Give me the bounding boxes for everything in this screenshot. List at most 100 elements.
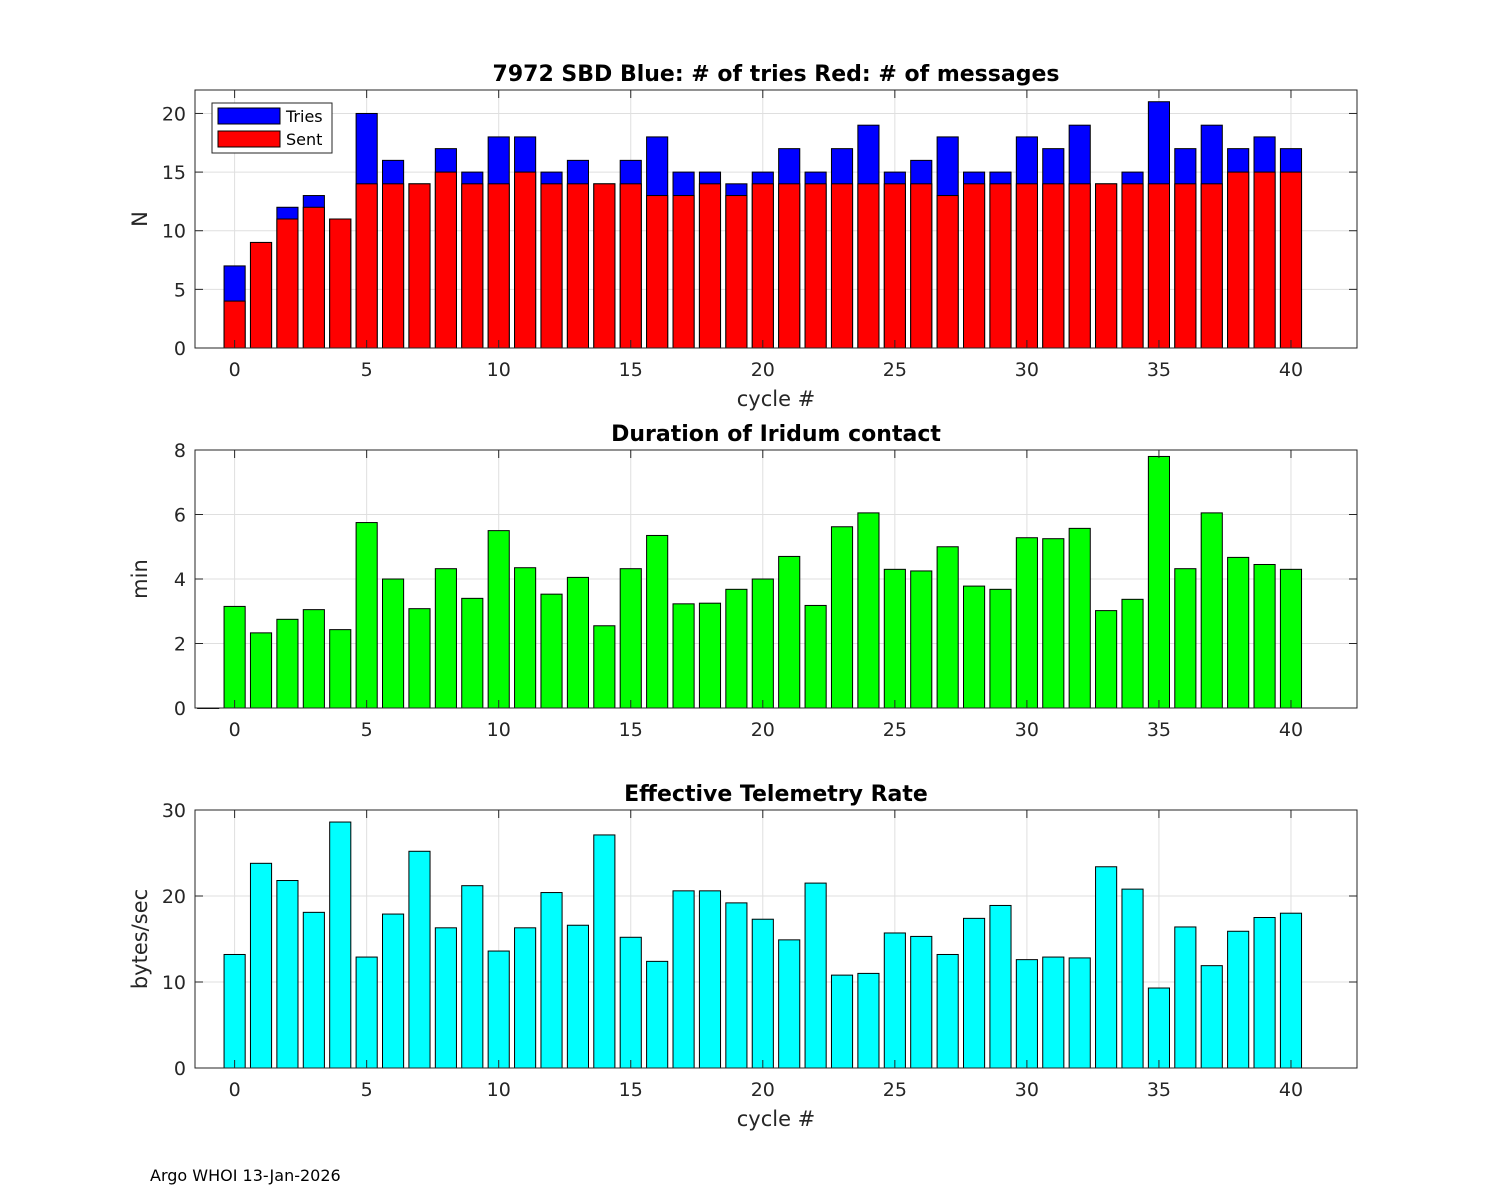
panel3-xtick-label: 40 bbox=[1279, 1079, 1303, 1101]
panel3-bar-rate-0 bbox=[223, 953, 246, 1069]
panel3-bar-rate-12 bbox=[540, 892, 563, 1069]
panel2-title: Duration of Iridum contact bbox=[611, 422, 941, 447]
panel1-bar-sent-19 bbox=[725, 195, 748, 349]
panel3-bar-rate-28 bbox=[963, 917, 986, 1069]
panel1-xlabel: cycle # bbox=[737, 387, 816, 411]
panel1-bar-sent-7 bbox=[408, 183, 431, 349]
panel1-bar-sent-10 bbox=[487, 183, 510, 349]
panel1-bar-sent-40 bbox=[1279, 171, 1303, 349]
panel1-ytick-label: 0 bbox=[174, 338, 186, 360]
panel2-xtick-label: 5 bbox=[361, 719, 373, 741]
panel2-bar-duration-13 bbox=[566, 576, 589, 709]
panel3-xtick-label: 20 bbox=[751, 1079, 775, 1101]
panel2-bar-duration-32 bbox=[1068, 527, 1091, 709]
panel2-bar-duration-1 bbox=[249, 632, 273, 709]
panel1-xtick-label: 25 bbox=[883, 359, 907, 381]
panel1-bar-sent-35 bbox=[1147, 183, 1170, 349]
panel2-ytick-label: 0 bbox=[174, 698, 186, 720]
panel1-bar-sent-28 bbox=[963, 183, 986, 349]
panel3-bar-rate-5 bbox=[355, 956, 378, 1069]
panel3-bar-rate-21 bbox=[778, 939, 801, 1069]
panel2-bar-duration-29 bbox=[989, 588, 1012, 709]
panel3-bar-rate-9 bbox=[461, 885, 484, 1069]
panel2-bar-duration-26 bbox=[910, 570, 933, 709]
panel3-xtick-label: 10 bbox=[487, 1079, 511, 1101]
panel1-bar-sent-1 bbox=[249, 241, 273, 349]
panel3-bar-rate-31 bbox=[1042, 956, 1065, 1069]
panel3-bar-rate-40 bbox=[1279, 912, 1303, 1069]
panel2-bar-duration-34 bbox=[1121, 598, 1144, 709]
panel2-bar-duration-19 bbox=[725, 588, 748, 709]
panel1-bar-sent-37 bbox=[1200, 183, 1223, 349]
panel1-bar-sent-21 bbox=[778, 183, 801, 349]
panel3-bar-rate-7 bbox=[408, 850, 431, 1069]
panel2-ylabel: min bbox=[128, 559, 152, 599]
panel1-bar-sent-11 bbox=[514, 171, 537, 349]
panel3-bar-rate-38 bbox=[1227, 930, 1250, 1069]
panel3-xtick-label: 5 bbox=[361, 1079, 373, 1101]
panel2-bar-duration-36 bbox=[1174, 568, 1197, 709]
panel1-xtick-label: 15 bbox=[619, 359, 643, 381]
panel3-bar-rate-1 bbox=[249, 862, 273, 1069]
panel2-xtick-label: 15 bbox=[619, 719, 643, 741]
panel2-bar-duration-30 bbox=[1015, 537, 1038, 709]
panel3-bar-rate-33 bbox=[1095, 866, 1118, 1069]
panel2-bar-duration-14 bbox=[593, 625, 616, 709]
panel1-bar-sent-8 bbox=[434, 171, 457, 349]
panel2-bar-duration-38 bbox=[1227, 556, 1250, 709]
panel1-bar-sent-9 bbox=[461, 183, 484, 349]
panel3-bar-rate-24 bbox=[857, 972, 880, 1069]
panel2-bar-duration-7 bbox=[408, 608, 431, 709]
panel2-bar-duration-2 bbox=[276, 618, 299, 709]
panel3-title: Effective Telemetry Rate bbox=[624, 782, 928, 807]
panel3-xtick-label: 35 bbox=[1147, 1079, 1171, 1101]
panel1-bar-sent-23 bbox=[830, 183, 854, 349]
panel3-bar-rate-19 bbox=[725, 902, 748, 1069]
panel1-bar-sent-4 bbox=[329, 218, 352, 349]
panel2-bar-duration-15 bbox=[619, 568, 642, 709]
panel3-bar-rate-27 bbox=[936, 953, 959, 1069]
panel3-xtick-label: 25 bbox=[883, 1079, 907, 1101]
panel2-bar-duration-39 bbox=[1253, 563, 1276, 709]
panel1-xtick-label: 20 bbox=[751, 359, 775, 381]
panel3-ytick-label: 20 bbox=[162, 886, 186, 908]
panel3-bar-rate-15 bbox=[619, 936, 642, 1069]
panel2-bar-duration-12 bbox=[540, 593, 563, 709]
panel1-bar-sent-16 bbox=[646, 195, 669, 349]
panel3-ytick-label: 30 bbox=[162, 800, 186, 822]
panel2-bar-duration-31 bbox=[1042, 538, 1065, 709]
panel3-bar-rate-26 bbox=[910, 935, 933, 1069]
panel2-bar-duration-35 bbox=[1147, 455, 1170, 709]
panel2-bar-duration-9 bbox=[461, 597, 484, 709]
panel2-ytick-label: 6 bbox=[174, 505, 186, 527]
panel1-xtick-label: 30 bbox=[1015, 359, 1039, 381]
panel3-bar-rate-4 bbox=[329, 821, 352, 1069]
panel3-bar-rate-11 bbox=[514, 927, 537, 1069]
panel1-bar-sent-31 bbox=[1042, 183, 1065, 349]
panel2-bar-duration-27 bbox=[936, 546, 959, 709]
panel1-bar-sent-13 bbox=[566, 183, 589, 349]
panel2-bar-duration-0 bbox=[223, 605, 246, 709]
panel3-ytick-label: 10 bbox=[162, 972, 186, 994]
panel2-bar-duration-8 bbox=[434, 568, 457, 709]
panel1-bar-sent-3 bbox=[302, 206, 325, 349]
panel1-xtick-label: 0 bbox=[229, 359, 241, 381]
panel2-xtick-label: 25 bbox=[883, 719, 907, 741]
panel3-bar-rate-3 bbox=[302, 911, 325, 1069]
panel2-bar-duration-20 bbox=[751, 578, 774, 709]
panel1-bar-sent-22 bbox=[804, 183, 827, 349]
panel1-bar-sent-2 bbox=[276, 218, 299, 349]
panel3-bar-rate-14 bbox=[593, 834, 616, 1069]
panel2-bar-duration-3 bbox=[302, 609, 325, 709]
panel2-bar-duration-24 bbox=[857, 512, 880, 709]
panel1-legend-label-sent: Sent bbox=[286, 130, 322, 149]
panel3-bar-rate-34 bbox=[1121, 888, 1144, 1069]
panel3-bar-rate-2 bbox=[276, 880, 299, 1069]
panel1-xtick-label: 5 bbox=[361, 359, 373, 381]
panel3-axes bbox=[194, 809, 1358, 1069]
panel3-bar-rate-25 bbox=[883, 932, 906, 1069]
panel3-xlabel: cycle # bbox=[737, 1107, 816, 1131]
panel2-bar-duration-16 bbox=[646, 534, 669, 709]
panel1-bar-sent-36 bbox=[1174, 183, 1197, 349]
